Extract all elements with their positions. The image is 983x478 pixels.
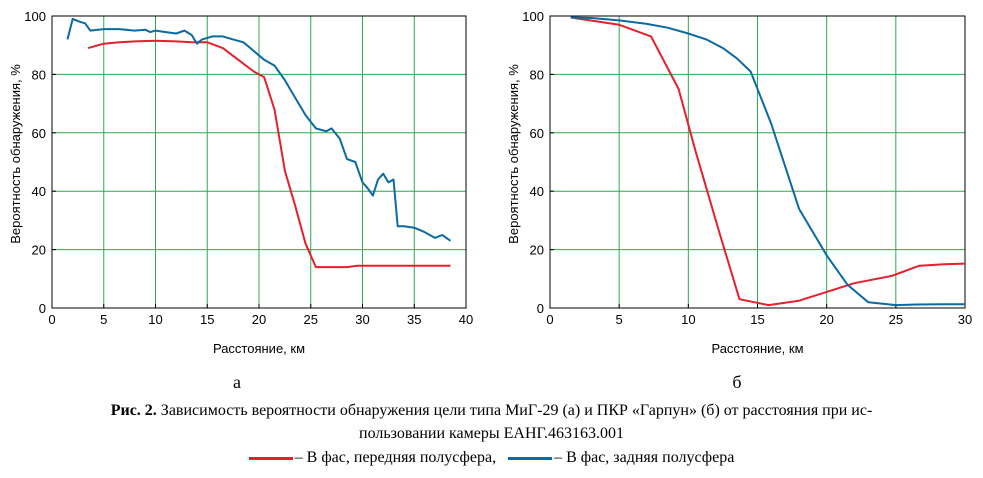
chart-2-series-rear-line: [570, 16, 965, 307]
legend: – В фас, передняя полусфера, – В фас, за…: [0, 449, 983, 467]
chart-2-xtick-label-10: 10: [681, 312, 695, 327]
chart-1-x-axis-label: Расстояние, км: [213, 341, 305, 356]
chart-2-xtick-label-15: 15: [750, 312, 764, 327]
chart-1-xtick-label-5: 5: [100, 312, 107, 327]
chart-1-xtick-label-15: 15: [200, 312, 214, 327]
chart-1-xtick-label-10: 10: [148, 312, 162, 327]
caption-line-2: пользовании камеры ЕАНГ.463163.001: [359, 425, 624, 442]
chart-2-ytick-label-20: 20: [530, 243, 544, 258]
chart-1-ytick-label-60: 60: [32, 126, 46, 141]
chart-1-panel-label: а: [233, 372, 241, 392]
chart-1-xtick-label-20: 20: [252, 312, 266, 327]
chart-1-ytick-label-100: 100: [24, 9, 46, 24]
chart-1-series-rear-line: [66, 17, 452, 242]
chart-1-y-axis-label: Вероятность обнаружения, %: [8, 64, 23, 244]
chart-1-xtick-label-25: 25: [304, 312, 318, 327]
chart-1-ytick-label-40: 40: [32, 184, 46, 199]
chart-1-ytick-label-0: 0: [39, 301, 46, 316]
chart-2-panel-label: б: [732, 372, 741, 392]
chart-2-y-axis-label: Вероятность обнаружения, %: [506, 64, 521, 244]
legend-label-front: – В фас, передняя полусфера,: [294, 449, 497, 466]
chart-1-xtick-label-0: 0: [48, 312, 55, 327]
chart-2-ytick-label-60: 60: [530, 126, 544, 141]
chart-2-series-front-line: [570, 16, 966, 307]
chart-2-xtick-label-5: 5: [616, 312, 623, 327]
chart-2-xtick-label-25: 25: [889, 312, 903, 327]
figure-label: Рис. 2.: [110, 402, 157, 419]
chart-1-xtick-label-40: 40: [459, 312, 473, 327]
legend-label-rear: – В фас, задняя полусфера: [554, 449, 735, 466]
chart-1-series-front-line: [87, 39, 451, 269]
chart-2-xtick-label-30: 30: [958, 312, 972, 327]
chart-1-xtick-label-35: 35: [407, 312, 421, 327]
figure-charts: 0 5 10 15 20 25 30 35 40020406080100Расстояние, …: [8, 9, 972, 392]
chart-2-xtick-label-0: 0: [546, 312, 553, 327]
caption-text-1: Зависимость вероятности обнаружения цели…: [160, 402, 873, 419]
chart-1-ytick-label-80: 80: [32, 67, 46, 82]
chart-1-xtick-label-30: 30: [355, 312, 369, 327]
chart-2-ytick-label-80: 80: [530, 67, 544, 82]
caption-line-1: Рис. 2. Зависимость вероятности обнаруже…: [0, 400, 983, 421]
chart-2-xtick-label-20: 20: [819, 312, 833, 327]
legend-swatch-rear: [508, 456, 553, 460]
chart-2-ytick-label-40: 40: [530, 184, 544, 199]
chart-1-ytick-label-20: 20: [32, 243, 46, 258]
chart-2-ytick-label-0: 0: [537, 301, 544, 316]
legend-swatch-front: [248, 456, 293, 460]
chart-2-ytick-label-100: 100: [522, 9, 544, 24]
chart-2-x-axis-label: Расстояние, км: [711, 341, 803, 356]
